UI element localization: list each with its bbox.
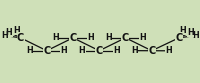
- Text: H: H: [6, 28, 12, 37]
- Text: H: H: [61, 46, 67, 55]
- Text: C: C: [122, 33, 129, 43]
- Text: H: H: [14, 26, 20, 35]
- Text: H: H: [192, 31, 199, 40]
- Text: H: H: [113, 46, 120, 55]
- Text: H: H: [131, 46, 138, 55]
- Text: C: C: [96, 46, 103, 56]
- Text: H: H: [179, 26, 186, 35]
- Text: H: H: [139, 33, 146, 42]
- Text: H: H: [52, 33, 59, 42]
- Text: H: H: [87, 33, 94, 42]
- Text: C: C: [148, 46, 155, 56]
- Text: C: C: [17, 33, 24, 43]
- Text: C: C: [175, 33, 183, 43]
- Text: H: H: [166, 46, 172, 55]
- Text: H: H: [1, 31, 8, 40]
- Text: H: H: [79, 46, 85, 55]
- Text: H: H: [105, 33, 112, 42]
- Text: H: H: [187, 28, 194, 37]
- Text: C: C: [43, 46, 50, 56]
- Text: C: C: [69, 33, 77, 43]
- Text: H: H: [26, 46, 33, 55]
